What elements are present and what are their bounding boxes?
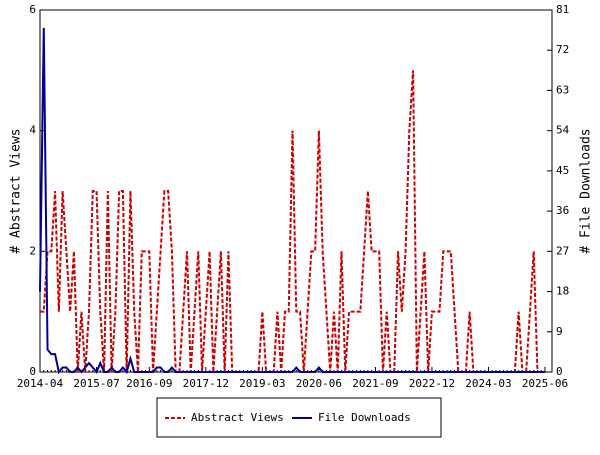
y2-tick-label: 54 xyxy=(556,124,570,137)
y2-tick-label: 0 xyxy=(556,365,563,378)
y2-tick-label: 18 xyxy=(556,285,569,298)
x-tick-label: 2024-03 xyxy=(465,377,511,390)
plot-frame xyxy=(39,9,553,373)
data-line xyxy=(39,27,545,375)
x-tick-label: 2015-07 xyxy=(73,377,119,390)
x-tick-label: 2017-12 xyxy=(183,377,229,390)
y-tick-label: 2 xyxy=(29,244,36,257)
x-tick-label: 2016-09 xyxy=(126,377,172,390)
y2-tick-label: 36 xyxy=(556,204,569,217)
x-tick-label: 2014-04 xyxy=(17,377,64,390)
x-tick-label: 2022-12 xyxy=(409,377,455,390)
x-tick-label: 2019-03 xyxy=(239,377,285,390)
data-line xyxy=(40,70,545,373)
legend-label: Abstract Views xyxy=(191,411,284,424)
legend-label: File Downloads xyxy=(318,411,411,424)
y-tick-label: 0 xyxy=(29,365,36,378)
y2-tick-label: 9 xyxy=(556,325,563,338)
y2-tick-label: 72 xyxy=(556,43,569,56)
x-tick-label: 2021-09 xyxy=(352,377,398,390)
y-tick-label: 6 xyxy=(29,3,36,16)
y-axis-title: # Abstract Views xyxy=(9,128,24,253)
y2-tick-label: 45 xyxy=(556,164,569,177)
y2-axis-title: # File Downloads xyxy=(579,128,594,253)
x-tick-label: 2020-06 xyxy=(296,377,342,390)
y2-tick-label: 81 xyxy=(556,3,569,16)
y2-tick-label: 27 xyxy=(556,244,569,257)
y2-tick-label: 63 xyxy=(556,83,569,96)
y-tick-label: 4 xyxy=(29,124,36,137)
x-tick-label: 2025-06 xyxy=(522,377,568,390)
